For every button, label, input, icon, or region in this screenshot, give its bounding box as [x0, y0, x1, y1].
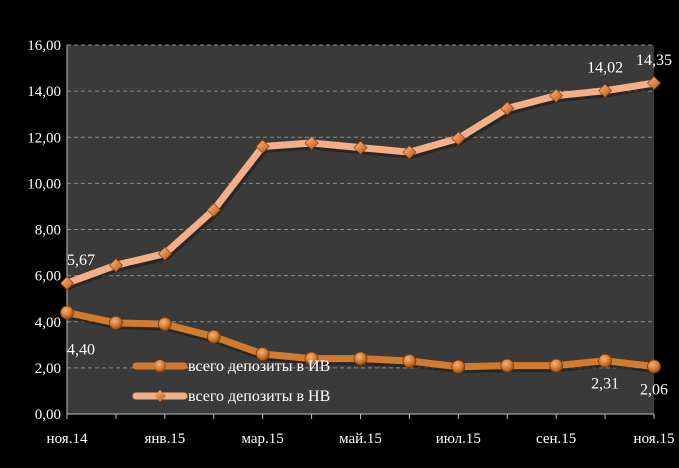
data-point	[108, 258, 123, 273]
y-tick-label: 14,00	[27, 84, 61, 100]
data-point	[206, 329, 221, 344]
data-point	[598, 83, 613, 98]
data-point	[255, 347, 270, 361]
data-point	[353, 140, 368, 155]
data-point	[549, 358, 564, 373]
data-point	[646, 75, 662, 91]
data-label: 2,31	[591, 376, 619, 393]
legend-marker	[154, 360, 166, 372]
data-point	[647, 359, 661, 374]
x-tick-label: мар.15	[242, 431, 284, 447]
x-tick-label: июл.15	[436, 431, 481, 447]
x-tick-label: сен.15	[536, 431, 576, 447]
data-point	[598, 353, 612, 368]
data-label: 5,67	[67, 252, 95, 269]
y-tick-label: 4,00	[35, 315, 61, 331]
x-tick-label: ноя.14	[47, 431, 88, 447]
y-tick-label: 16,00	[27, 38, 61, 54]
y-tick-label: 8,00	[35, 223, 61, 239]
data-point	[500, 101, 515, 116]
data-label: 14,35	[636, 52, 672, 69]
data-point	[353, 351, 368, 366]
data-point	[549, 88, 564, 103]
y-tick-label: 0,00	[35, 407, 61, 423]
data-label: 2,06	[640, 381, 668, 398]
data-point	[157, 246, 172, 261]
data-point	[402, 354, 417, 368]
data-label: 14,02	[587, 60, 623, 77]
data-point	[304, 135, 319, 151]
data-point	[451, 131, 466, 146]
y-tick-label: 10,00	[27, 176, 61, 192]
x-tick-label: ноя.15	[634, 431, 675, 447]
data-point	[109, 316, 123, 330]
y-tick-label: 2,00	[35, 361, 61, 377]
y-tick-label: 12,00	[27, 130, 61, 146]
data-point	[157, 317, 172, 331]
legend-label: всего депозиты в ИВ	[188, 358, 330, 375]
legend-marker	[154, 390, 166, 402]
data-point	[304, 351, 319, 366]
x-tick-label: май.15	[339, 431, 382, 447]
y-tick-label: 6,00	[35, 269, 61, 285]
data-point	[59, 276, 75, 291]
legend-label: всего депозиты в НВ	[188, 388, 330, 405]
data-point	[60, 305, 74, 320]
data-label: 4,40	[67, 342, 95, 359]
data-point	[451, 359, 466, 374]
data-point	[500, 358, 515, 373]
data-point	[255, 139, 270, 154]
x-tick-label: янв.15	[144, 431, 185, 447]
data-point	[402, 145, 417, 160]
data-point	[206, 202, 221, 217]
